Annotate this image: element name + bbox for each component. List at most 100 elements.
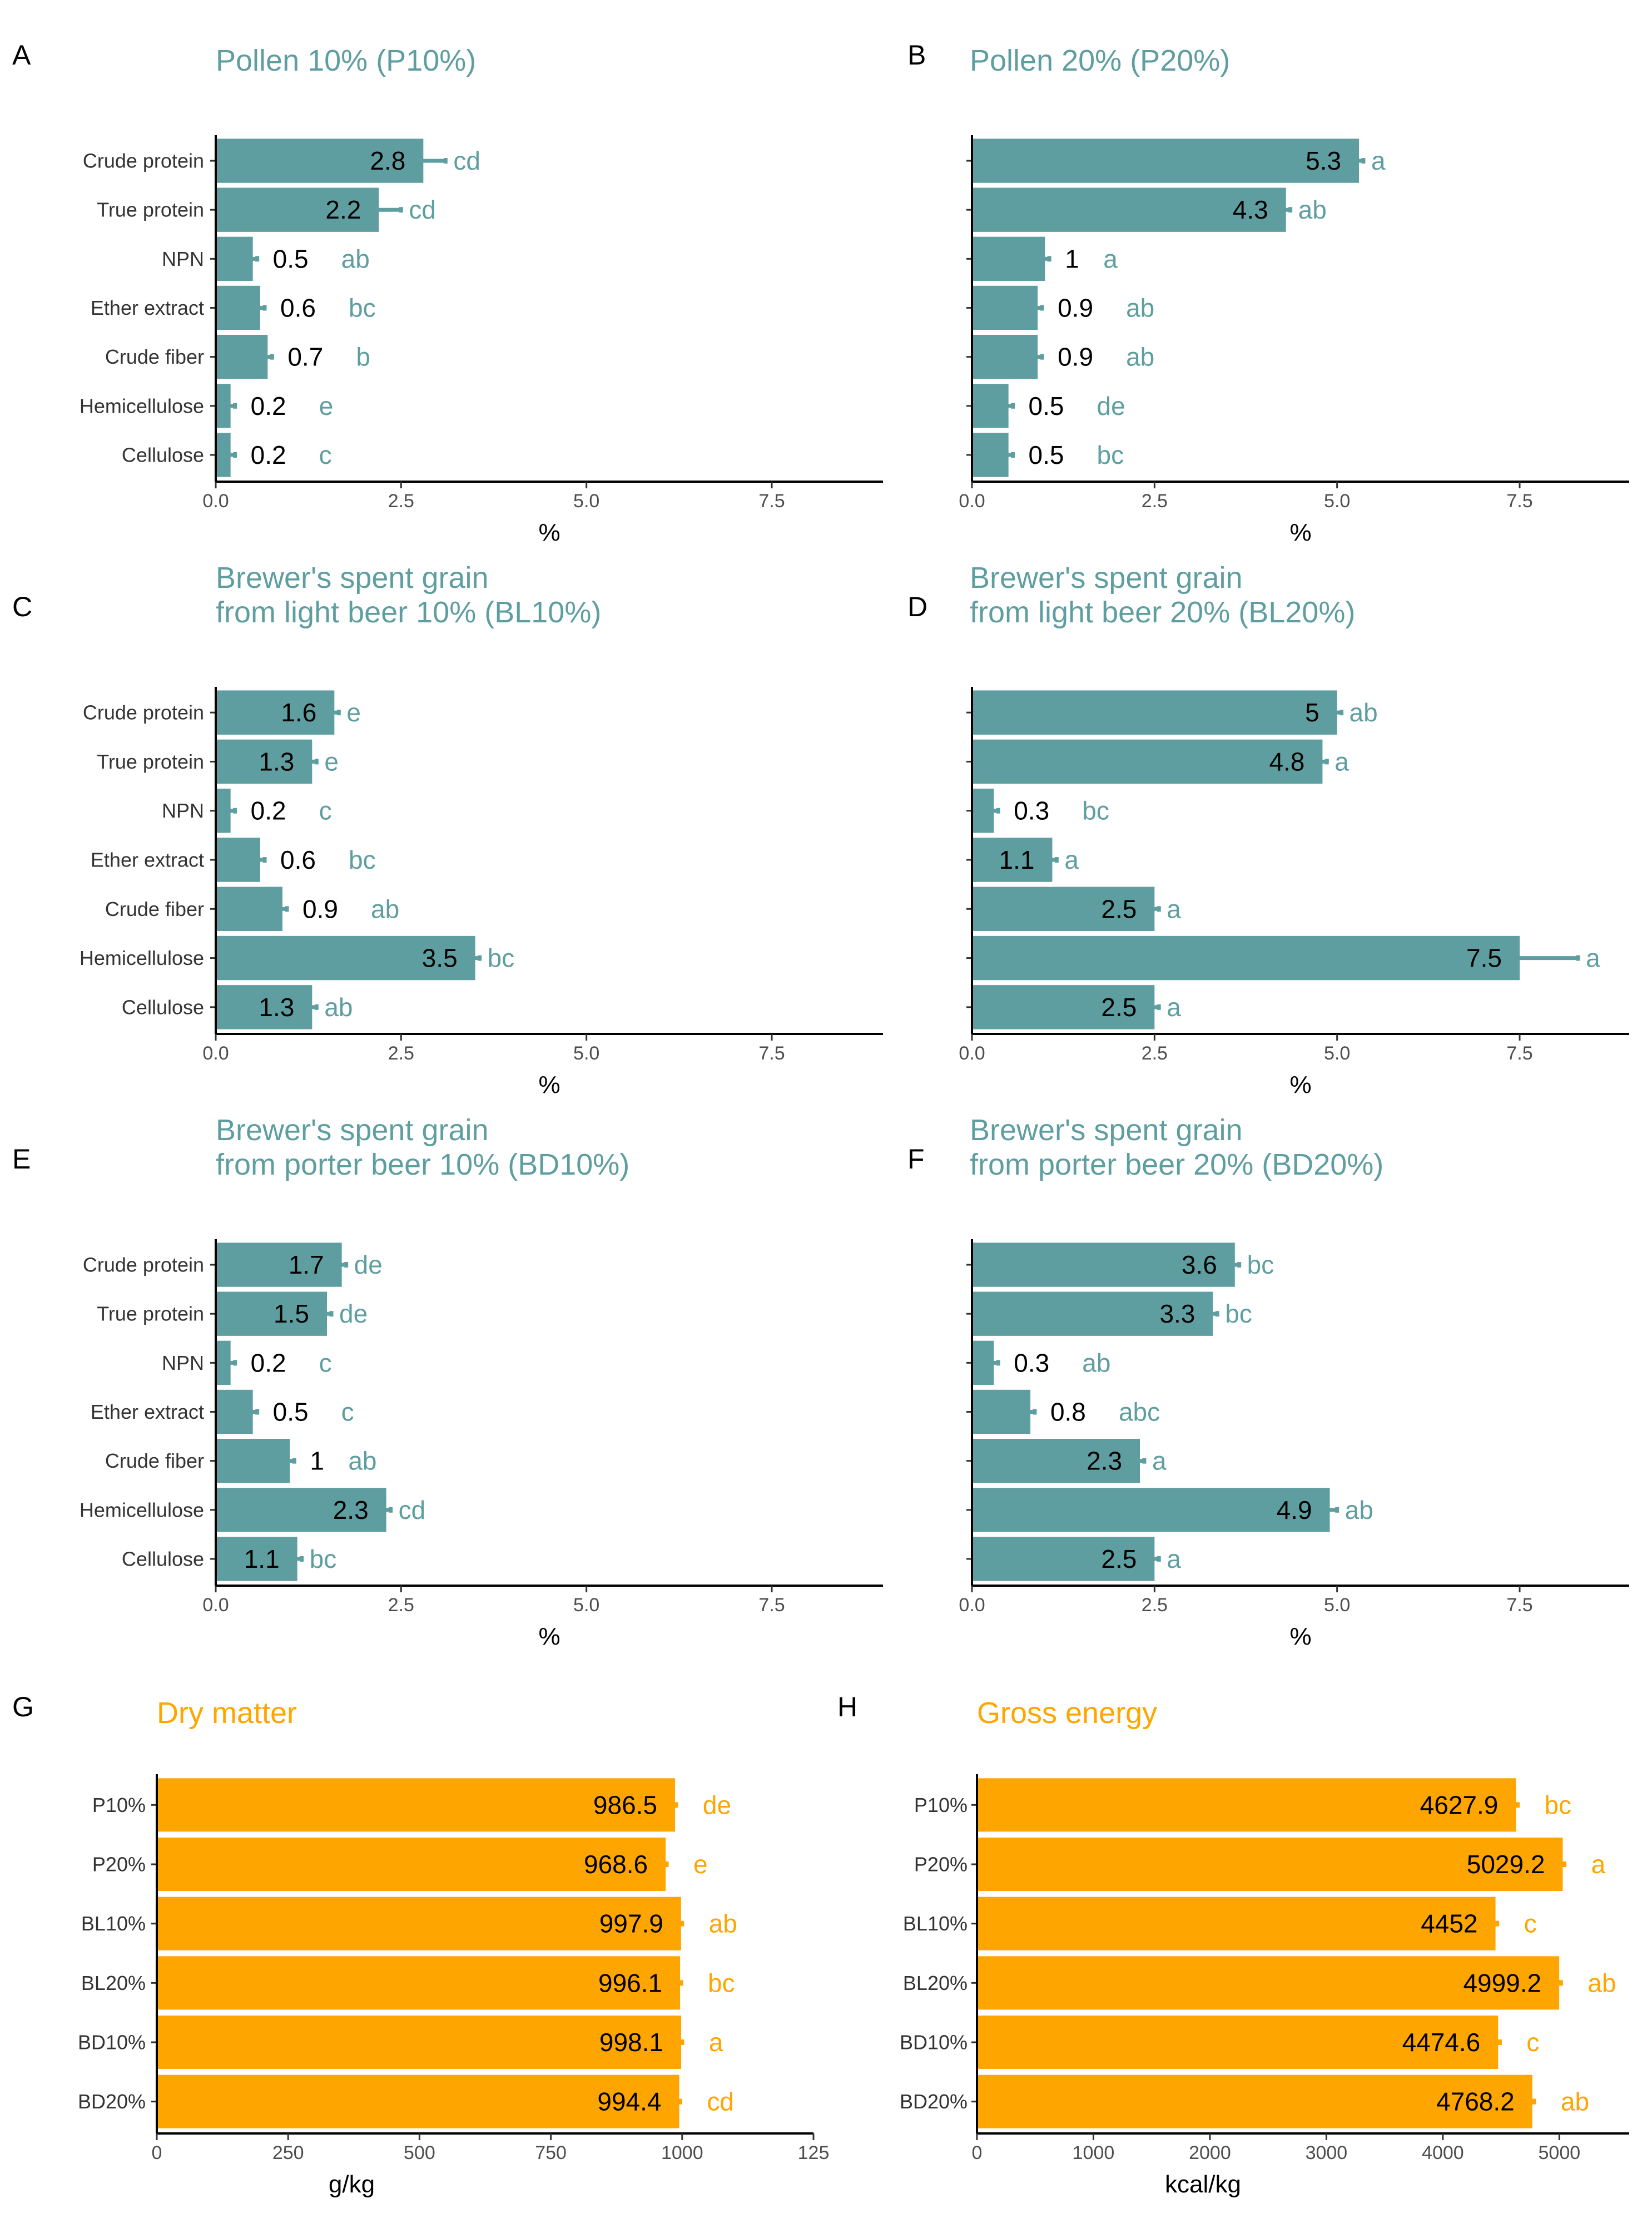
significance-letter: de <box>703 1790 731 1819</box>
significance-letter: ab <box>1126 343 1154 372</box>
x-tick-label: 0.0 <box>202 1595 229 1616</box>
bar <box>977 2075 1532 2128</box>
x-tick-label: 750 <box>535 2142 567 2163</box>
significance-letter: bc <box>1225 1299 1252 1328</box>
x-tick-label: 5.0 <box>1324 491 1350 512</box>
value-label: 7.5 <box>1466 944 1502 973</box>
significance-letter: e <box>693 1850 708 1879</box>
bar <box>972 1242 1235 1287</box>
bar <box>216 236 253 281</box>
category-label: True protein <box>97 750 204 773</box>
category-label: Ether extract <box>91 1400 204 1423</box>
significance-letter: cd <box>453 146 480 175</box>
x-tick-label: 1000 <box>1073 2142 1115 2163</box>
bar <box>977 1956 1560 2010</box>
x-tick-label: 5.0 <box>1324 1595 1350 1616</box>
panel-letter: D <box>907 591 927 622</box>
significance-letter: a <box>1591 1850 1606 1879</box>
value-label: 4627.9 <box>1420 1790 1499 1819</box>
value-label: 997.9 <box>599 1909 663 1938</box>
significance-letter: bc <box>1247 1250 1274 1279</box>
value-label: 4474.6 <box>1402 2028 1481 2057</box>
bar <box>972 739 1323 784</box>
bar <box>216 1291 327 1336</box>
significance-letter: bc <box>488 944 515 973</box>
panel-letter: C <box>12 591 32 622</box>
chart-title: Brewer's spent grain <box>216 1113 489 1147</box>
value-label: 5.3 <box>1306 146 1341 175</box>
panel-letter: F <box>907 1143 925 1175</box>
significance-letter: cd <box>399 1496 426 1524</box>
value-label: 2.8 <box>370 146 405 175</box>
bar <box>972 887 1155 932</box>
significance-letter: a <box>1152 1447 1167 1476</box>
chart-panel-g: G Dry matter P10% 986.5 de P20% 968.6 e BL10% 997… <box>12 1691 829 2198</box>
value-label: 1.7 <box>289 1250 324 1279</box>
bar <box>972 1291 1213 1336</box>
chart-panel-b: B Pollen 20% (P20%)5.3 a4.3 ab1 a0.9 ab0.9 ab0… <box>907 39 1629 546</box>
value-label: 1.1 <box>244 1544 280 1573</box>
chart-title: Brewer's spent grain <box>216 561 489 595</box>
significance-letter: ab <box>341 244 370 273</box>
bar <box>972 1389 1031 1434</box>
value-label: 996.1 <box>598 1968 662 1997</box>
value-label: 3.6 <box>1182 1250 1217 1279</box>
bar <box>972 935 1520 981</box>
x-tick-label: 2.5 <box>1142 1043 1168 1064</box>
bar <box>216 1242 342 1287</box>
x-tick-label: 3000 <box>1306 2142 1348 2163</box>
x-axis-label: % <box>1289 1623 1311 1650</box>
significance-letter: abc <box>1119 1398 1160 1427</box>
x-tick-label: 5.0 <box>573 1595 599 1616</box>
significance-letter: a <box>1167 1544 1181 1573</box>
value-label: 2.5 <box>1101 993 1137 1022</box>
value-label: 1 <box>310 1447 324 1476</box>
category-label: P10% <box>914 1794 968 1816</box>
value-label: 4.8 <box>1269 747 1304 776</box>
x-tick-label: 2000 <box>1189 2142 1231 2163</box>
x-tick-label: 4000 <box>1422 2142 1464 2163</box>
category-label: Cellulose <box>122 443 204 466</box>
x-tick-label: 2.5 <box>1142 491 1168 512</box>
value-label: 0.5 <box>273 1398 309 1427</box>
bar <box>977 2016 1499 2069</box>
x-tick-label: 5.0 <box>573 1043 599 1064</box>
category-label: BD10% <box>900 2031 968 2054</box>
value-label: 2.3 <box>333 1496 369 1524</box>
significance-letter: a <box>1103 244 1118 273</box>
x-axis-label: % <box>1289 519 1311 546</box>
x-tick-label: 500 <box>404 2142 435 2163</box>
significance-letter: bc <box>1082 796 1109 825</box>
chart-title: Brewer's spent grain <box>970 561 1243 595</box>
x-tick-label: 7.5 <box>758 1595 785 1616</box>
bar <box>216 935 475 981</box>
category-label: BD20% <box>78 2090 146 2113</box>
bar <box>216 187 379 232</box>
chart-title: Pollen 20% (P20%) <box>970 44 1230 77</box>
significance-letter: a <box>1167 894 1181 923</box>
x-tick-label: 7.5 <box>1506 1043 1532 1064</box>
significance-letter: a <box>1586 944 1600 973</box>
value-label: 998.1 <box>599 2028 663 2057</box>
x-tick-label: 0 <box>152 2142 162 2163</box>
value-label: 1.3 <box>259 747 294 776</box>
significance-letter: a <box>1371 146 1386 175</box>
bar <box>977 1778 1516 1832</box>
chart-title: from light beer 10% (BL10%) <box>216 596 601 629</box>
significance-letter: ab <box>1350 698 1378 727</box>
significance-letter: bc <box>310 1544 337 1573</box>
x-axis-label: kcal/kg <box>1165 2171 1241 2198</box>
value-label: 0.9 <box>1058 294 1093 323</box>
value-label: 4.3 <box>1233 195 1268 224</box>
x-tick-label: 2.5 <box>388 1595 414 1616</box>
value-label: 5 <box>1305 698 1319 727</box>
chart-title: from porter beer 20% (BD20%) <box>970 1148 1383 1181</box>
x-tick-label: 1000 <box>661 2142 703 2163</box>
value-label: 986.5 <box>593 1790 657 1819</box>
category-label: Hemicellulose <box>80 1498 204 1521</box>
bar <box>972 384 1009 428</box>
category-label: True protein <box>97 199 204 221</box>
